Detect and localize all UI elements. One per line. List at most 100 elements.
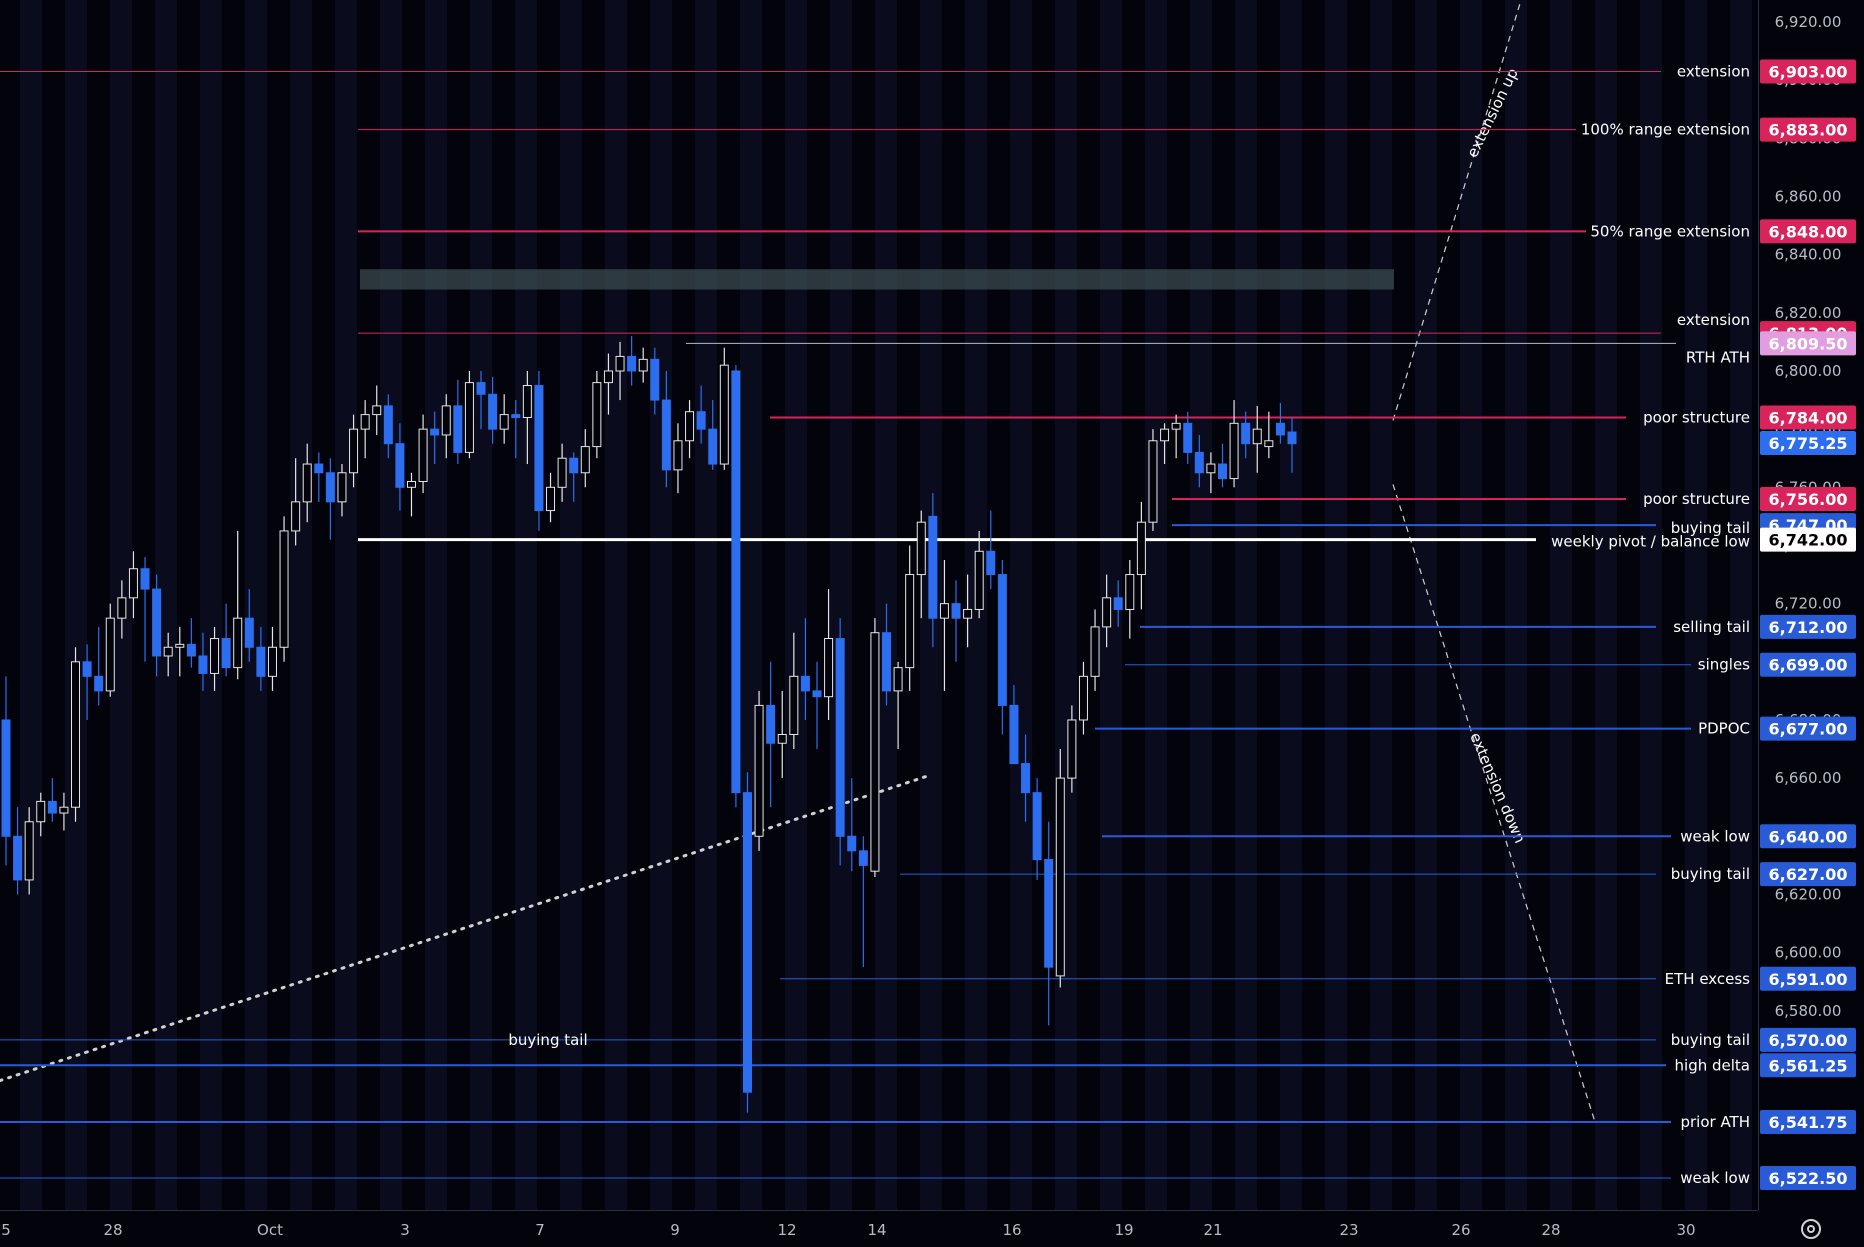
candle xyxy=(882,603,892,706)
candle xyxy=(650,347,660,415)
session-band xyxy=(695,0,717,1210)
candle xyxy=(893,661,903,750)
session-band xyxy=(1190,0,1212,1210)
candle-up xyxy=(441,405,451,436)
candle-up xyxy=(1148,440,1158,523)
level-label: 100% range extension xyxy=(1581,121,1750,139)
candle-up xyxy=(1171,422,1181,430)
candle xyxy=(464,370,474,459)
candle-down xyxy=(696,411,706,430)
session-band xyxy=(1280,0,1302,1210)
date-tick-label: 23 xyxy=(1339,1221,1358,1239)
price-badge xyxy=(1760,405,1856,430)
candle-down xyxy=(244,617,254,648)
candle xyxy=(418,414,428,494)
level-label: extension xyxy=(1677,62,1750,80)
candle-down xyxy=(82,661,92,677)
candle xyxy=(279,516,289,662)
session-band xyxy=(200,0,222,1210)
candle xyxy=(546,472,556,523)
date-tick-label: 14 xyxy=(867,1221,886,1239)
level-label: extension xyxy=(1677,311,1750,329)
candle xyxy=(534,370,544,531)
candle-up xyxy=(372,405,382,416)
candle xyxy=(673,423,683,494)
settings-icon-ring[interactable] xyxy=(1801,1219,1821,1239)
candle xyxy=(1287,417,1297,473)
price-tick-label: 6,840.00 xyxy=(1775,246,1842,264)
candle xyxy=(557,443,567,502)
price-badge xyxy=(1760,716,1856,741)
level-label: PDPOC xyxy=(1698,720,1750,738)
session-band xyxy=(425,0,447,1210)
level-label: weak low xyxy=(1680,827,1750,845)
session-band xyxy=(785,0,807,1210)
extension-down-line xyxy=(1392,484,1596,1123)
candle-up xyxy=(1206,463,1216,474)
candle-down xyxy=(847,835,857,852)
highlight-zone xyxy=(360,269,1394,290)
session-band xyxy=(1235,0,1257,1210)
session-band xyxy=(1685,0,1707,1210)
candle-up xyxy=(685,411,695,442)
candle xyxy=(511,400,521,459)
candle-down xyxy=(858,850,868,866)
price-tick-label: 6,920.00 xyxy=(1775,13,1842,31)
session-band xyxy=(470,0,492,1210)
candle xyxy=(441,394,451,459)
candle-up xyxy=(464,382,474,453)
candle-down xyxy=(198,655,208,674)
candle xyxy=(430,411,440,465)
candle xyxy=(1,676,11,866)
candle xyxy=(905,545,915,691)
settings-icon[interactable] xyxy=(1801,1219,1821,1239)
candle xyxy=(824,589,834,720)
price-badge-value: 6,570.00 xyxy=(1769,1031,1848,1050)
price-badge-value: 6,627.00 xyxy=(1769,865,1848,884)
candle-up xyxy=(673,440,683,471)
candle-up xyxy=(279,530,289,648)
level-label: weak low xyxy=(1680,1169,1750,1187)
candle-up xyxy=(777,734,787,744)
level-label: RTH ATH xyxy=(1686,348,1750,366)
last-price-badge xyxy=(1760,430,1856,455)
candle-down xyxy=(708,428,718,465)
price-badge xyxy=(1760,1027,1856,1052)
candle-up xyxy=(291,501,301,532)
date-tick-label: 30 xyxy=(1676,1221,1695,1239)
candle xyxy=(314,452,324,502)
candle-down xyxy=(986,550,996,576)
level-label: ETH excess xyxy=(1665,970,1751,988)
price-badge-value: 6,541.75 xyxy=(1769,1113,1848,1132)
candle xyxy=(766,661,776,808)
date-tick-label: 7 xyxy=(535,1221,545,1239)
level-label: buying tail xyxy=(508,1031,587,1049)
candle xyxy=(476,370,486,430)
candle-down xyxy=(186,643,196,657)
candle xyxy=(1067,705,1077,793)
candle xyxy=(870,618,880,878)
settings-icon-core[interactable] xyxy=(1807,1225,1815,1233)
candle xyxy=(1055,749,1065,988)
candle-up xyxy=(870,632,880,872)
candle-down xyxy=(800,675,810,692)
candle-down xyxy=(997,574,1007,706)
candle-up xyxy=(824,638,834,698)
price-badge-value: 6,522.50 xyxy=(1769,1169,1848,1188)
candle-up xyxy=(789,675,799,736)
candle-up xyxy=(1229,422,1239,480)
candle-down xyxy=(1217,463,1227,480)
candle xyxy=(383,394,393,459)
candle xyxy=(603,353,613,415)
session-band xyxy=(290,0,312,1210)
candle-down xyxy=(256,646,266,677)
candle-up xyxy=(302,463,312,503)
candle-down xyxy=(1183,422,1193,453)
candle xyxy=(395,423,405,511)
candle xyxy=(325,458,335,540)
candle xyxy=(256,626,266,691)
candle-down xyxy=(1,719,11,837)
candle xyxy=(453,379,463,465)
